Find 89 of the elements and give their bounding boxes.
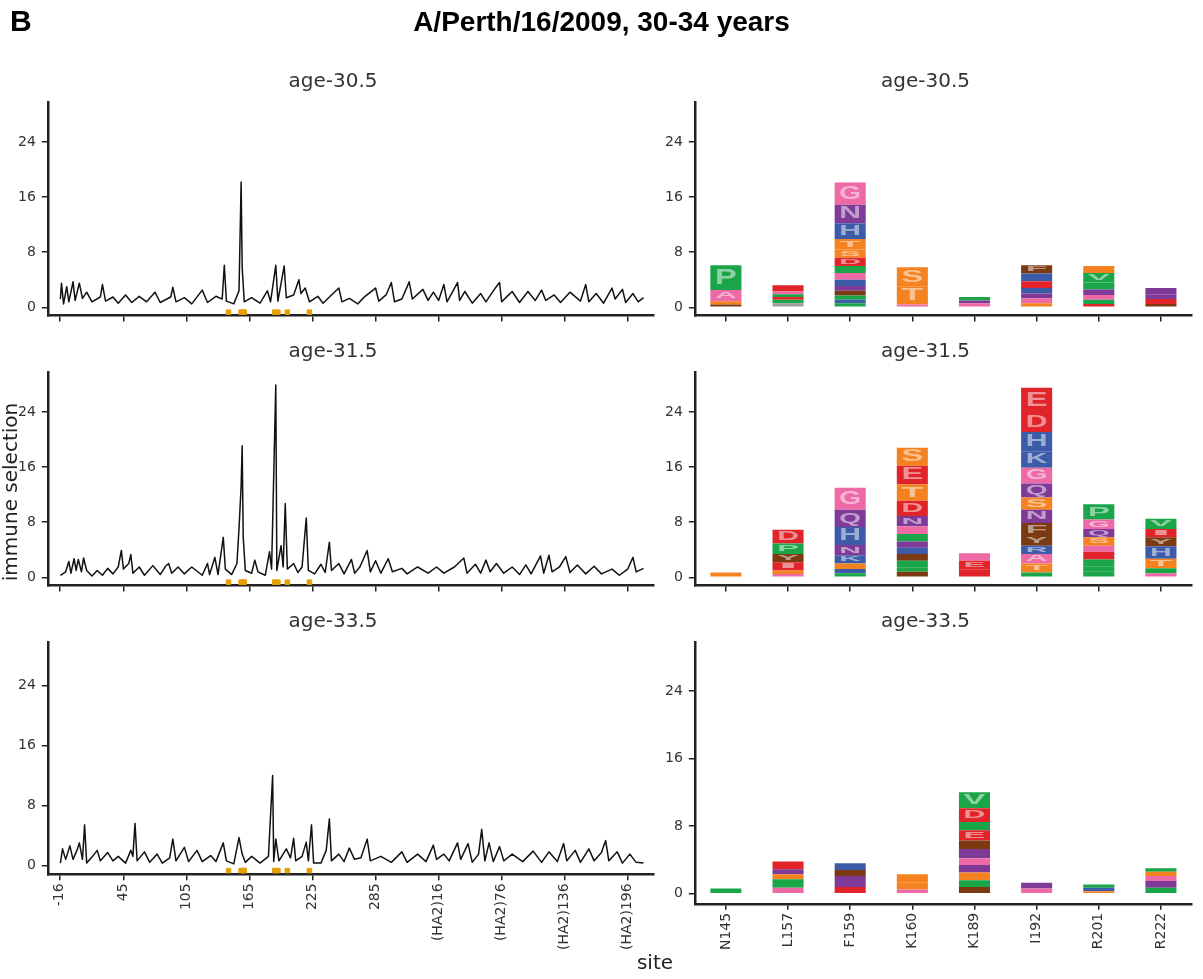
series-label: V bbox=[1087, 272, 1110, 282]
series-label: A bbox=[715, 289, 737, 301]
series-label: N bbox=[901, 515, 924, 526]
series-label: A bbox=[1025, 553, 1048, 563]
x-tick-label: L157 bbox=[778, 912, 795, 948]
y-tick-label: 8 bbox=[26, 242, 36, 259]
series-label: K bbox=[1025, 450, 1048, 467]
series-label: S bbox=[1025, 496, 1048, 509]
y-tick-label: 0 bbox=[26, 567, 36, 584]
series-label: E bbox=[901, 465, 924, 483]
series-label: G bbox=[1025, 467, 1048, 483]
series-label: P bbox=[1087, 503, 1110, 519]
x-tick-label: R222 bbox=[1151, 912, 1168, 950]
x-tick-label: -16 bbox=[50, 883, 67, 907]
x-tick-label: 285 bbox=[366, 883, 383, 911]
series-label: P bbox=[715, 264, 737, 289]
chart-title: age-31.5 bbox=[880, 338, 971, 363]
y-tick-label: 24 bbox=[17, 132, 36, 149]
series-label: H bbox=[1025, 431, 1048, 450]
y-tick-label: 16 bbox=[664, 457, 683, 474]
series-label: G bbox=[839, 486, 862, 509]
x-tick-label: 225 bbox=[303, 883, 320, 911]
y-tick-label: 16 bbox=[17, 736, 36, 753]
series-label: N bbox=[839, 203, 862, 222]
y-tick-label: 8 bbox=[673, 816, 683, 833]
y-tick-label: 8 bbox=[26, 512, 36, 529]
series-label: E bbox=[1025, 386, 1048, 411]
x-tick-label: F159 bbox=[840, 912, 857, 948]
series-label: V bbox=[963, 791, 986, 807]
series-label: S bbox=[901, 447, 924, 465]
series-label: Y bbox=[1025, 535, 1048, 545]
chart-title: age-33.5 bbox=[288, 608, 378, 633]
x-tick-label: (HA2)136 bbox=[555, 883, 572, 951]
y-tick-label: 0 bbox=[673, 297, 683, 314]
x-tick-label: I192 bbox=[1027, 912, 1044, 944]
series-label: H bbox=[839, 525, 862, 544]
y-tick-label: 16 bbox=[664, 749, 683, 766]
series-label: T bbox=[839, 238, 862, 249]
series-label: Q bbox=[1025, 483, 1048, 497]
series-label: T bbox=[901, 483, 924, 500]
y-tick-label: 24 bbox=[664, 132, 683, 149]
y-tick-label: 0 bbox=[26, 855, 36, 872]
y-tick-label: 8 bbox=[673, 242, 683, 259]
x-tick-label: K189 bbox=[965, 912, 982, 949]
series-label: G bbox=[1087, 518, 1110, 529]
x-tick-label: (HA2)76 bbox=[492, 883, 509, 942]
series-label: H bbox=[1150, 545, 1172, 558]
series-label: H bbox=[839, 222, 862, 238]
y-tick-label: 0 bbox=[673, 884, 683, 901]
series-label: F bbox=[1025, 522, 1048, 536]
series-label: N bbox=[839, 544, 862, 555]
series-label: T bbox=[901, 285, 924, 304]
x-tick-label: (HA2)16 bbox=[429, 883, 446, 942]
series-label: D bbox=[963, 807, 986, 821]
x-axis-title: site bbox=[635, 950, 675, 974]
series-label: D bbox=[1025, 411, 1048, 431]
chart-title: age-30.5 bbox=[880, 68, 971, 93]
y-tick-label: 0 bbox=[673, 567, 683, 584]
x-tick-label: (HA2)196 bbox=[618, 883, 635, 951]
chart-title: age-31.5 bbox=[288, 338, 378, 363]
series-label: P bbox=[777, 542, 799, 554]
y-tick-label: 24 bbox=[664, 402, 683, 419]
x-tick-label: 105 bbox=[177, 883, 194, 911]
y-tick-label: 8 bbox=[673, 512, 683, 529]
y-tick-label: 8 bbox=[26, 796, 36, 813]
y-tick-label: 16 bbox=[664, 187, 683, 204]
chart-title: age-33.5 bbox=[880, 608, 971, 633]
y-tick-label: 24 bbox=[17, 402, 36, 419]
y-tick-label: 0 bbox=[26, 297, 36, 314]
y-tick-label: 24 bbox=[17, 676, 36, 693]
series-label: N bbox=[1025, 508, 1048, 522]
y-tick-label: 16 bbox=[17, 187, 36, 204]
x-tick-label: N145 bbox=[716, 912, 733, 951]
x-tick-label: R201 bbox=[1089, 912, 1106, 950]
x-tick-label: 45 bbox=[114, 883, 131, 902]
series-label: T bbox=[1150, 558, 1173, 568]
series-label: V bbox=[1150, 518, 1172, 529]
series-label: G bbox=[839, 181, 862, 203]
text: A/Perth/16/2009, 30-34 years bbox=[413, 6, 790, 37]
x-tick-label: K160 bbox=[902, 912, 919, 949]
text: B bbox=[10, 4, 32, 38]
series-label: D bbox=[901, 500, 924, 515]
series-label: S bbox=[901, 266, 924, 285]
chart-title: age-30.5 bbox=[288, 68, 378, 93]
y-tick-label: 24 bbox=[664, 681, 683, 698]
x-tick-label: 165 bbox=[240, 883, 257, 911]
series-label: D bbox=[777, 529, 799, 543]
series-label: Q bbox=[839, 509, 862, 526]
series-label: E bbox=[963, 829, 986, 840]
